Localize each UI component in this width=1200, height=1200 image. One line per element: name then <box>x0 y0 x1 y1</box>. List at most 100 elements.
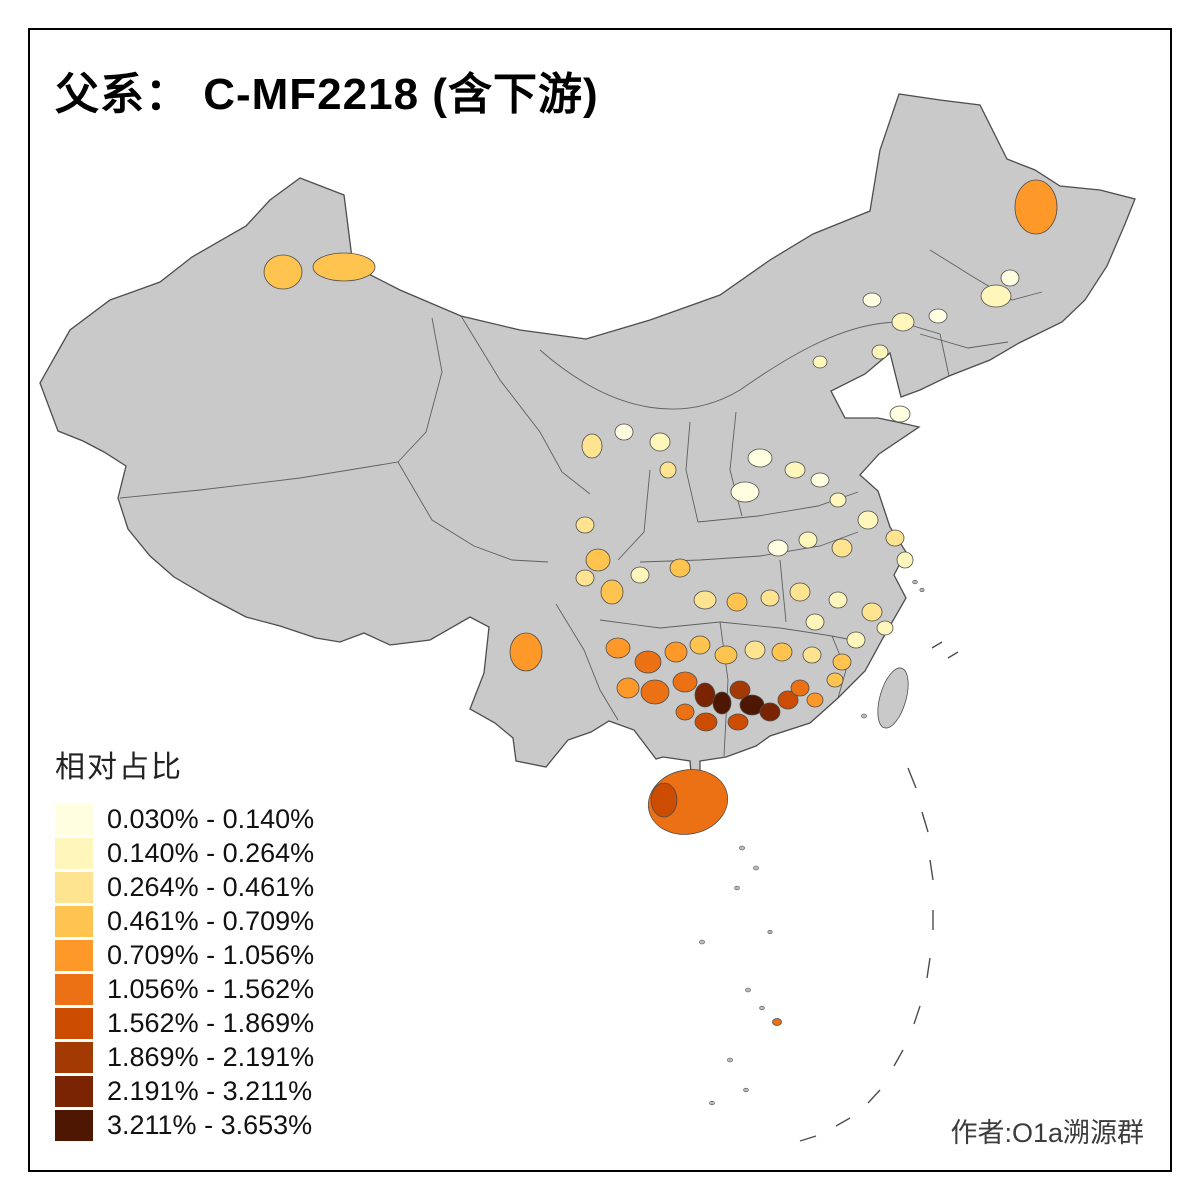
map-region <box>806 692 824 708</box>
map-region <box>777 690 799 710</box>
legend-item-label: 0.264% - 0.461% <box>107 871 315 902</box>
legend-swatch <box>55 939 93 971</box>
map-region <box>693 590 717 610</box>
attribution: 作者:O1a溯源群 <box>950 1118 1144 1148</box>
map-region <box>871 344 889 360</box>
legend-item-label: 0.030% - 0.140% <box>107 803 315 834</box>
map-region <box>714 645 738 665</box>
map-region <box>889 405 911 423</box>
map-region <box>767 539 789 557</box>
map-region <box>759 702 781 722</box>
map-region <box>826 672 844 688</box>
legend-item: 1.056% - 1.562% <box>55 972 314 1006</box>
map-region <box>829 492 847 508</box>
legend-item-label: 1.562% - 1.869% <box>107 1007 315 1038</box>
map-region <box>659 461 677 479</box>
legend: 相对占比 0.030% - 0.140% 0.140% - 0.264% 0.264… <box>55 742 314 1142</box>
page-title: 父系： C-MF2218 (含下游) <box>55 70 599 119</box>
map-region <box>649 432 671 452</box>
legend-item-label: 0.709% - 1.056% <box>107 939 315 970</box>
map-region <box>802 646 822 664</box>
legend-swatch <box>55 1007 93 1039</box>
map-region <box>885 529 905 547</box>
map-region <box>828 591 848 609</box>
map-region <box>891 312 915 332</box>
map-region <box>575 516 595 534</box>
legend-item: 1.869% - 2.191% <box>55 1040 314 1074</box>
map-region <box>664 641 688 663</box>
map-region <box>798 531 818 549</box>
map-region <box>640 679 670 705</box>
map-region <box>832 653 852 671</box>
map-region <box>790 679 810 697</box>
map-region <box>747 448 773 468</box>
map-region <box>650 782 678 818</box>
map-region <box>1014 179 1058 235</box>
map-region <box>712 691 732 715</box>
legend-swatch <box>55 1109 93 1141</box>
legend-item-label: 2.191% - 3.211% <box>107 1075 313 1106</box>
map-region <box>846 631 866 649</box>
map-region <box>727 713 749 731</box>
data-regions <box>263 179 1058 1026</box>
legend-swatch <box>55 905 93 937</box>
map-region <box>980 284 1012 308</box>
map-region <box>605 637 631 659</box>
map-region <box>861 602 883 622</box>
legend-item: 0.709% - 1.056% <box>55 938 314 972</box>
legend-item-label: 3.211% - 3.653% <box>107 1109 313 1140</box>
legend-item: 0.461% - 0.709% <box>55 904 314 938</box>
map-region <box>771 642 793 662</box>
legend-item-label: 0.461% - 0.709% <box>107 905 315 936</box>
legend-item: 1.562% - 1.869% <box>55 1006 314 1040</box>
map-region <box>634 650 662 674</box>
taiwan-island <box>877 667 909 729</box>
map-region <box>812 355 828 369</box>
map-region <box>694 712 718 732</box>
legend-swatch <box>55 871 93 903</box>
map-region <box>744 640 766 660</box>
map-region <box>876 620 894 636</box>
map-region <box>760 589 780 607</box>
map-region <box>600 579 624 605</box>
legend-swatch <box>55 973 93 1005</box>
legend-item-label: 1.056% - 1.562% <box>107 973 315 1004</box>
legend-item: 2.191% - 3.211% <box>55 1074 314 1108</box>
map-region <box>805 613 825 631</box>
map-region <box>675 703 695 721</box>
map-region <box>862 292 882 308</box>
legend-swatch <box>55 803 93 835</box>
legend-title: 相对占比 <box>55 751 183 784</box>
map-region <box>672 671 698 693</box>
map-region <box>575 569 595 587</box>
map-region <box>689 635 711 655</box>
map-region <box>784 461 806 479</box>
map-region <box>1000 269 1020 287</box>
legend-swatch <box>55 1041 93 1073</box>
legend-item: 3.211% - 3.653% <box>55 1108 314 1142</box>
map-region <box>585 548 611 572</box>
map-region <box>772 1018 782 1026</box>
map-region <box>729 680 751 700</box>
map-region <box>810 472 830 488</box>
legend-item: 0.030% - 0.140% <box>55 802 314 836</box>
legend-item: 0.264% - 0.461% <box>55 870 314 904</box>
small-islands <box>699 579 925 1106</box>
map-region <box>857 510 879 530</box>
map-region <box>616 677 640 699</box>
legend-rows: 0.030% - 0.140% 0.140% - 0.264% 0.264% - 0… <box>55 802 314 1142</box>
map-region <box>726 592 748 612</box>
sea-dashed-line <box>799 641 959 1142</box>
legend-item: 0.140% - 0.264% <box>55 836 314 870</box>
map-region <box>789 582 811 602</box>
map-region <box>928 308 948 324</box>
map-region <box>669 558 691 578</box>
map-region <box>263 254 303 290</box>
legend-swatch <box>55 1075 93 1107</box>
map-region <box>630 566 650 584</box>
map-region <box>509 632 543 672</box>
map-region <box>694 682 716 708</box>
map-region <box>831 538 853 558</box>
